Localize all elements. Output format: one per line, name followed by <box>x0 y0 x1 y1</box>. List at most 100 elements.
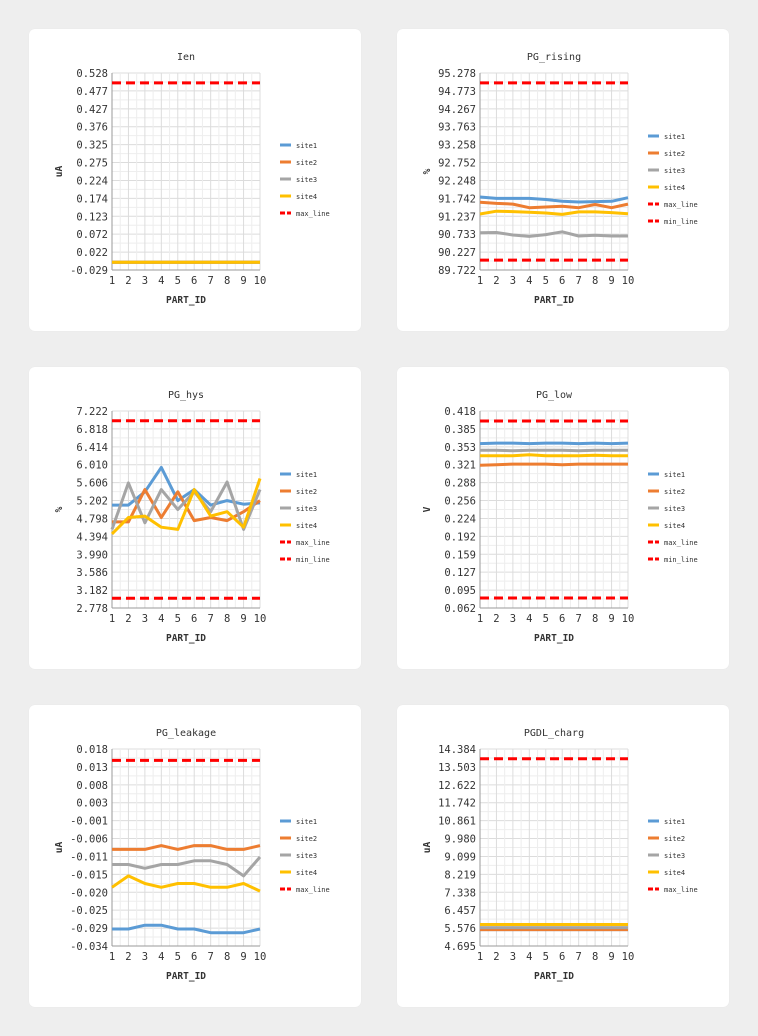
chart-pgdl-charg: PGDL_charg 4.695 5.576 6.457 7.338 8.219 9.099… <box>422 728 698 982</box>
y-tick-label: 12.622 <box>438 780 476 792</box>
legend-label: site1 <box>296 142 317 150</box>
y-tick-label: 5.606 <box>76 478 108 490</box>
series-line-site1 <box>479 441 629 446</box>
x-tick-label: 6 <box>191 951 197 963</box>
y-tick-label: 0.192 <box>444 531 476 543</box>
y-tick-label: 7.338 <box>444 887 476 899</box>
legend-label: site2 <box>664 150 685 158</box>
legend-label: site2 <box>296 835 317 843</box>
legend-label: site1 <box>664 818 685 826</box>
series-line-site2 <box>479 200 629 210</box>
legend-label: site3 <box>664 505 685 513</box>
y-tick-label: 0.477 <box>76 86 108 98</box>
x-tick-label: 10 <box>254 951 267 963</box>
y-tick-label: 90.733 <box>438 229 476 241</box>
series-line-site1 <box>479 195 629 204</box>
legend-label: max_line <box>664 886 698 894</box>
series-line-site1 <box>112 923 261 935</box>
y-tick-label: 0.159 <box>444 549 476 561</box>
y-tick-label: 0.003 <box>76 798 108 810</box>
y-tick-label: 5.576 <box>444 923 476 935</box>
y-tick-label: 4.394 <box>76 531 108 543</box>
y-tick-label: 95.278 <box>438 68 476 80</box>
x-tick-label: 4 <box>158 275 164 287</box>
x-tick-label: 2 <box>125 275 131 287</box>
legend-label: site4 <box>664 869 685 877</box>
y-tick-label: 5.202 <box>76 496 108 508</box>
y-tick-label: 4.695 <box>444 941 476 953</box>
x-tick-label: 10 <box>622 613 635 625</box>
x-tick-label: 3 <box>142 275 148 287</box>
series-line-site4 <box>480 453 628 458</box>
series-line-site4 <box>479 209 629 216</box>
y-tick-label: 0.325 <box>76 140 108 152</box>
y-tick-label: 91.237 <box>438 211 476 223</box>
chart-card-pgdl-charg: PGDL_charg 4.695 5.576 6.457 7.338 8.219 9.099… <box>397 705 729 1007</box>
x-tick-label: 10 <box>622 951 635 963</box>
x-tick-label: 4 <box>526 275 532 287</box>
y-tick-label: 0.427 <box>76 104 108 116</box>
chart-pg-low: PG_low 0.062 0.095 0.127 0.159 0.192 0.224 0.25… <box>422 390 698 644</box>
y-tick-label: 13.503 <box>438 762 476 774</box>
x-tick-label: 8 <box>592 275 598 287</box>
chart-pg-leakage: PG_leakage -0.034 -0.029 -0.025 -0.020 -0.015… <box>54 728 330 982</box>
x-tick-label: 1 <box>109 275 115 287</box>
x-tick-label: 8 <box>224 275 230 287</box>
x-axis-label: PART_ID <box>166 295 206 306</box>
legend-label: min_line <box>664 556 698 564</box>
chart-pg-rising: PG_rising 89.722 90.227 90.733 91.237 91.742 9… <box>422 52 698 306</box>
series-line-site4 <box>111 874 261 893</box>
y-tick-label: -0.015 <box>70 869 108 881</box>
x-tick-label: 7 <box>208 613 214 625</box>
y-axis-label: % <box>54 506 65 512</box>
series-line-site4 <box>110 478 262 535</box>
x-tick-label: 5 <box>175 275 181 287</box>
x-tick-label: 1 <box>109 951 115 963</box>
x-tick-label: 7 <box>576 275 582 287</box>
legend-label: site3 <box>296 505 317 513</box>
y-tick-label: 0.256 <box>444 496 476 508</box>
x-tick-label: 3 <box>142 613 148 625</box>
x-tick-label: 3 <box>510 613 516 625</box>
x-axis-label: PART_ID <box>166 633 206 644</box>
chart-card-ien: Ien -0.029 0.022 0.072 0.123 0.174 0.224 0.275 0… <box>29 29 361 331</box>
y-tick-label: 4.798 <box>76 513 108 525</box>
x-axis-label: PART_ID <box>534 295 574 306</box>
y-tick-label: 0.062 <box>444 603 476 615</box>
y-tick-label: 0.018 <box>76 744 108 756</box>
y-tick-label: 94.267 <box>438 104 476 116</box>
x-tick-label: 6 <box>191 613 197 625</box>
y-tick-label: 3.586 <box>76 567 108 579</box>
y-tick-label: 0.376 <box>76 122 108 134</box>
y-tick-label: 94.773 <box>438 86 476 98</box>
x-tick-label: 7 <box>576 951 582 963</box>
legend-label: site3 <box>664 852 685 860</box>
x-tick-label: 9 <box>240 951 246 963</box>
legend-label: site2 <box>664 835 685 843</box>
y-tick-label: 3.990 <box>76 549 108 561</box>
x-axis-label: PART_ID <box>166 971 206 982</box>
y-tick-label: 0.385 <box>444 424 476 436</box>
x-tick-label: 1 <box>477 951 483 963</box>
legend-label: site4 <box>296 193 317 201</box>
y-tick-label: 90.227 <box>438 247 476 259</box>
chart-card-pg-low: PG_low 0.062 0.095 0.127 0.159 0.192 0.224 0.25… <box>397 367 729 669</box>
y-tick-label: 93.763 <box>438 122 476 134</box>
y-tick-label: 7.222 <box>76 406 108 418</box>
x-tick-label: 5 <box>543 275 549 287</box>
series-line-site3 <box>110 480 262 531</box>
y-tick-label: -0.034 <box>70 941 108 953</box>
y-axis-label: uA <box>54 166 65 178</box>
legend-label: site3 <box>664 167 685 175</box>
legend-label: site1 <box>664 471 685 479</box>
legend-label: site4 <box>664 522 685 530</box>
y-tick-label: -0.020 <box>70 887 108 899</box>
y-tick-label: 0.353 <box>444 442 476 454</box>
legend-label: site1 <box>296 818 317 826</box>
x-tick-label: 6 <box>559 951 565 963</box>
x-tick-label: 6 <box>559 275 565 287</box>
x-tick-label: 10 <box>254 613 267 625</box>
x-tick-label: 1 <box>477 275 483 287</box>
legend-label: min_line <box>296 556 330 564</box>
y-axis-label: uA <box>422 842 433 854</box>
